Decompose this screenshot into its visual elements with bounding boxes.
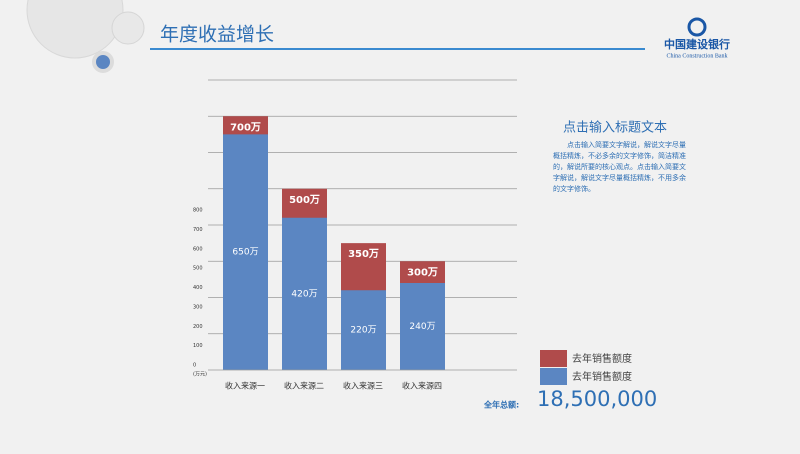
deco-circle bbox=[111, 11, 145, 45]
slide-title: 年度收益增长 bbox=[160, 24, 274, 46]
y-tick-label: 200 bbox=[193, 324, 203, 330]
total-value: 18,500,000 bbox=[537, 387, 657, 411]
value-label: 240万 bbox=[409, 322, 435, 332]
deco-circle bbox=[26, 0, 124, 59]
value-label: 350万 bbox=[348, 248, 379, 260]
y-tick-label: 100 bbox=[193, 343, 203, 349]
legend-label: 去年销售额度 bbox=[572, 370, 632, 383]
panel-body: 点击输入简要文字解说，解说文字尽量概括精炼，不必多余的文字修饰，简洁精准的，解说… bbox=[553, 141, 686, 193]
y-unit: (万元) bbox=[193, 372, 207, 378]
y-tick-label: 700 bbox=[193, 227, 203, 233]
x-tick-label: 收入来源二 bbox=[284, 381, 324, 391]
legend-label: 去年销售额度 bbox=[572, 352, 632, 365]
total-label: 全年总额: bbox=[483, 400, 519, 410]
y-tick-label: 0 bbox=[193, 363, 196, 369]
value-label: 300万 bbox=[407, 266, 438, 278]
value-label: 420万 bbox=[291, 289, 317, 299]
panel-body-box: 点击输入简要文字解说，解说文字尽量概括精炼，不必多余的文字修饰，简洁精准的，解说… bbox=[553, 141, 686, 193]
value-label: 220万 bbox=[350, 326, 376, 336]
bar bbox=[282, 217, 327, 370]
logo-mark bbox=[687, 17, 707, 37]
value-label: 650万 bbox=[232, 248, 258, 258]
logo-en: China Construction Bank bbox=[667, 53, 728, 59]
x-tick-label: 收入来源三 bbox=[343, 381, 383, 391]
bar bbox=[223, 134, 268, 370]
y-tick-label: 500 bbox=[193, 266, 203, 272]
y-tick-label: 800 bbox=[193, 208, 203, 214]
value-label: 500万 bbox=[289, 194, 320, 206]
value-label: 700万 bbox=[230, 121, 261, 133]
x-tick-label: 收入来源一 bbox=[225, 381, 265, 391]
y-tick-label: 600 bbox=[193, 246, 203, 252]
deco-circle bbox=[92, 51, 114, 73]
panel-title: 点击输入标题文本 bbox=[563, 120, 667, 136]
chart: 0 100 200 300 400 500 600 700 800 (万元) 700万 650万收入来… bbox=[193, 79, 632, 391]
legend-swatch bbox=[540, 368, 567, 385]
x-tick-label: 收入来源四 bbox=[402, 381, 442, 391]
y-tick-label: 400 bbox=[193, 285, 203, 291]
legend-swatch bbox=[540, 350, 567, 367]
y-tick-label: 300 bbox=[193, 304, 203, 310]
bar bbox=[400, 283, 445, 370]
logo-cn: 中国建设银行 bbox=[664, 37, 730, 51]
bar bbox=[341, 290, 386, 370]
